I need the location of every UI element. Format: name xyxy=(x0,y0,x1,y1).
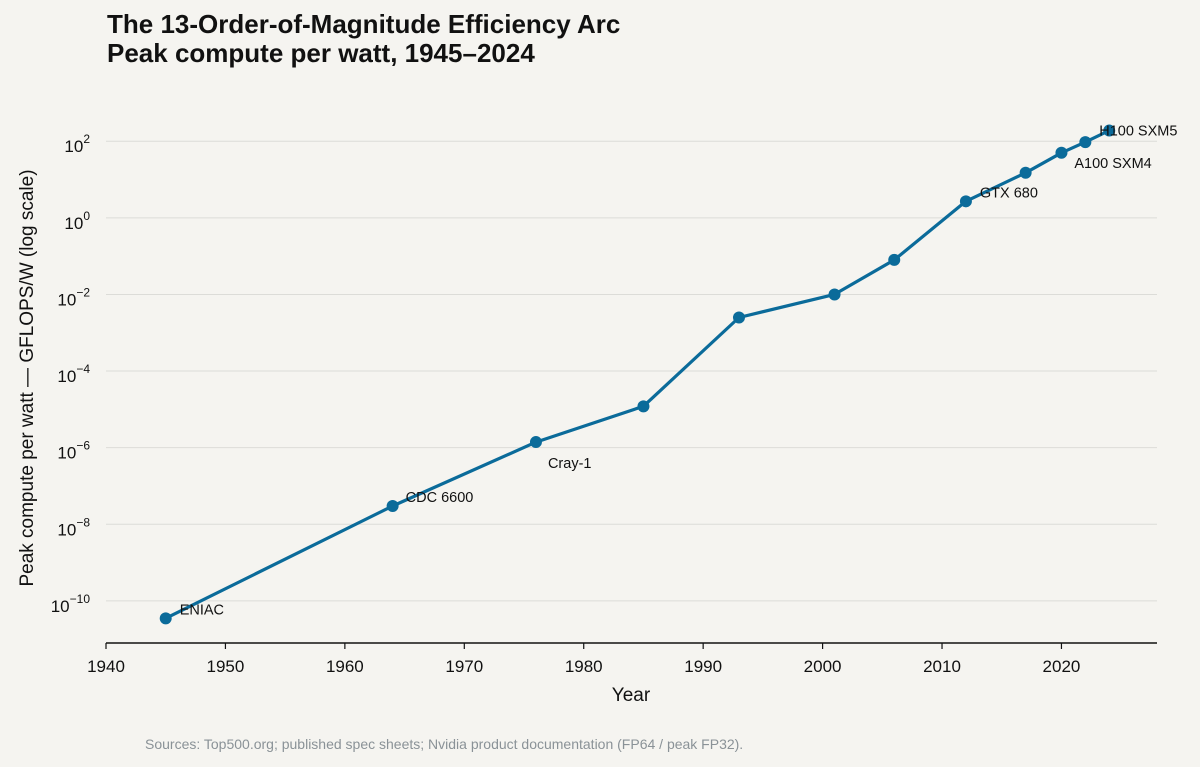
x-axis-ticks: 1940 1950 1960 1970 1980 1990 2000 2010 2020 xyxy=(87,643,1080,676)
y-tick-label: 102 xyxy=(64,132,90,156)
data-point xyxy=(1019,166,1032,179)
chart-title: The 13-Order-of-Magnitude Efficiency Arc xyxy=(107,9,621,39)
data-points xyxy=(159,124,1116,625)
data-point xyxy=(529,436,542,449)
chart-subtitle: Peak compute per watt, 1945–2024 xyxy=(107,38,535,68)
data-point xyxy=(386,499,399,512)
x-tick-label: 1990 xyxy=(684,657,722,676)
x-tick-label: 1960 xyxy=(326,657,364,676)
source-note: Sources: Top500.org; published spec shee… xyxy=(145,736,744,752)
data-point xyxy=(159,612,172,625)
chart-title-block: The 13-Order-of-Magnitude Efficiency Arc… xyxy=(107,10,620,68)
x-tick-label: 1940 xyxy=(87,657,125,676)
point-label: CDC 6600 xyxy=(406,490,474,506)
gridlines xyxy=(106,140,1157,602)
y-tick-label: 10−2 xyxy=(57,285,90,309)
data-point xyxy=(888,253,901,266)
data-point xyxy=(637,400,650,413)
x-tick-label: 1980 xyxy=(565,657,603,676)
data-point xyxy=(1079,136,1092,149)
point-label: Cray-1 xyxy=(548,456,592,472)
y-tick-label: 10−8 xyxy=(57,515,90,539)
point-label: H100 SXM5 xyxy=(1099,124,1177,140)
data-point xyxy=(1103,124,1116,137)
x-tick-label: 2010 xyxy=(923,657,961,676)
y-axis-ticks: 10−10 10−8 10−6 10−4 10−2 100 102 xyxy=(51,132,91,616)
x-tick-label: 2000 xyxy=(804,657,842,676)
point-annotations: ENIAC CDC 6600 Cray-1 GTX 680 A100 SXM4 H100 … xyxy=(180,124,1178,619)
x-tick-label: 1970 xyxy=(445,657,483,676)
x-tick-label: 2020 xyxy=(1043,657,1081,676)
y-tick-label: 10−6 xyxy=(57,439,90,463)
point-label: GTX 680 xyxy=(980,185,1038,201)
data-point xyxy=(732,311,745,324)
data-point xyxy=(959,195,972,208)
point-label: ENIAC xyxy=(180,602,224,618)
x-axis-title: Year xyxy=(612,685,651,706)
y-axis-title: Peak compute per watt — GFLOPS/W (log sc… xyxy=(17,169,38,586)
y-tick-label: 10−4 xyxy=(57,362,90,386)
x-tick-label: 1950 xyxy=(207,657,245,676)
data-point xyxy=(1055,146,1068,159)
point-label: A100 SXM4 xyxy=(1074,156,1151,172)
y-tick-label: 100 xyxy=(64,209,90,233)
y-tick-label: 10−10 xyxy=(51,592,91,616)
data-point xyxy=(828,288,841,301)
